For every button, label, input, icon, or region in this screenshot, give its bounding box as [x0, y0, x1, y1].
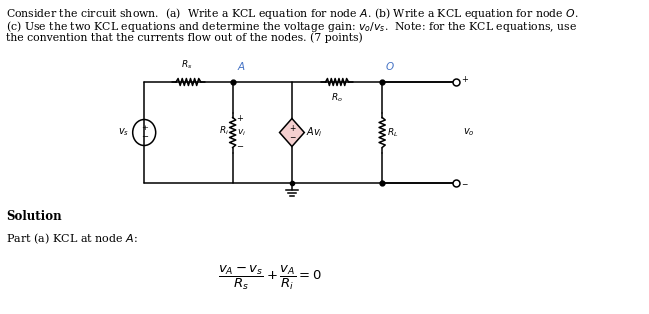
- Text: $v_s$: $v_s$: [118, 127, 129, 138]
- Text: Part (a) KCL at node $A$:: Part (a) KCL at node $A$:: [6, 232, 138, 246]
- Text: $v_i$: $v_i$: [237, 127, 246, 138]
- Text: +: +: [461, 75, 468, 84]
- Text: +: +: [236, 114, 243, 123]
- Text: $A$: $A$: [237, 60, 246, 72]
- Text: $O$: $O$: [385, 60, 395, 72]
- Text: +: +: [141, 123, 147, 132]
- Text: $\dfrac{v_A - v_s}{R_s} + \dfrac{v_A}{R_i} = 0$: $\dfrac{v_A - v_s}{R_s} + \dfrac{v_A}{R_…: [218, 264, 322, 292]
- Text: −: −: [461, 181, 467, 190]
- Text: Consider the circuit shown.  (a)  Write a KCL equation for node $A$. (b) Write a: Consider the circuit shown. (a) Write a …: [6, 6, 579, 21]
- Polygon shape: [280, 118, 304, 147]
- Text: $Av_i$: $Av_i$: [306, 126, 323, 139]
- Text: $R_i$: $R_i$: [219, 124, 229, 137]
- Text: −: −: [141, 133, 148, 142]
- Text: (c) Use the two KCL equations and determine the voltage gain: $v_o/v_s$.  Note: : (c) Use the two KCL equations and determ…: [6, 19, 578, 34]
- Text: +: +: [289, 124, 295, 133]
- Text: the convention that the currents flow out of the nodes. (7 points): the convention that the currents flow ou…: [6, 32, 363, 43]
- Text: $R_s$: $R_s$: [181, 58, 192, 71]
- Text: $v_o$: $v_o$: [463, 127, 474, 138]
- Text: Solution: Solution: [6, 210, 62, 223]
- Text: −: −: [289, 133, 295, 142]
- Text: −: −: [236, 142, 243, 151]
- Text: $R_o$: $R_o$: [331, 91, 343, 104]
- Text: $R_L$: $R_L$: [387, 126, 399, 139]
